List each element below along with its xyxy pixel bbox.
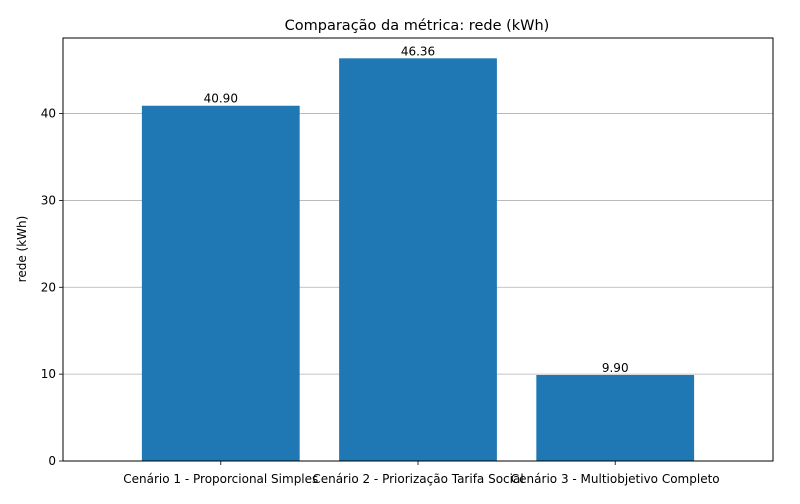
x-tick-label: Cenário 2 - Priorização Tarifa Social xyxy=(312,472,523,486)
y-tick-label: 10 xyxy=(41,367,56,381)
bar-value-label: 46.36 xyxy=(401,44,435,58)
x-axis-ticks: Cenário 1 - Proporcional SimplesCenário … xyxy=(123,461,720,486)
bar xyxy=(141,105,300,462)
bar xyxy=(339,58,497,462)
y-tick-label: 30 xyxy=(41,193,56,207)
chart-title: Comparação da métrica: rede (kWh) xyxy=(285,18,550,34)
bar-value-label: 9.90 xyxy=(602,361,629,375)
x-tick-label: Cenário 3 - Multiobjetivo Completo xyxy=(511,472,720,486)
bar xyxy=(536,375,695,461)
y-axis-ticks: 0 10 20 30 40 xyxy=(41,107,63,468)
y-axis-label: rede (kWh) xyxy=(15,216,29,283)
bar-value-label: 40.90 xyxy=(204,92,238,106)
y-tick-label: 0 xyxy=(48,454,56,468)
x-tick-label: Cenário 1 - Proporcional Simples xyxy=(123,472,318,486)
y-tick-label: 40 xyxy=(41,107,56,121)
data-labels: 40.90 46.36 9.90 xyxy=(204,44,629,375)
y-tick-label: 20 xyxy=(41,280,56,294)
bars xyxy=(141,58,695,462)
